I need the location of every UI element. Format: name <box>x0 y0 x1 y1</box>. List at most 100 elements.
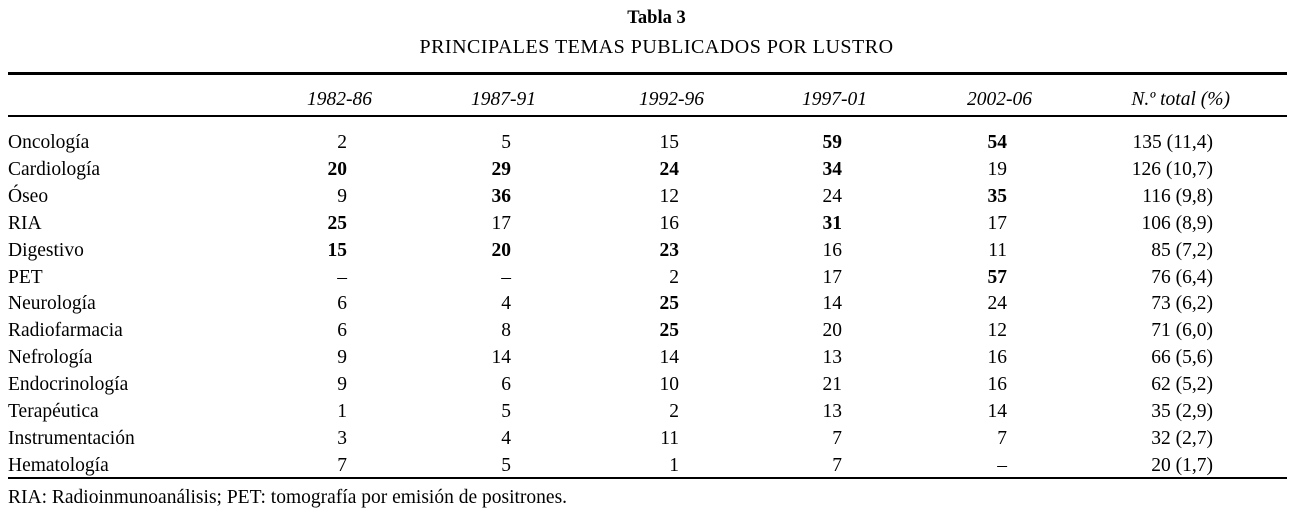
value-cell: 16 <box>659 212 680 234</box>
value-cell: 7 <box>832 454 842 476</box>
value-cell: 7 <box>997 427 1007 449</box>
value-cell: 14 <box>822 293 843 315</box>
row-label: Instrumentación <box>8 427 135 449</box>
table-caption: PRINCIPALES TEMAS PUBLICADOS POR LUSTRO <box>419 36 894 58</box>
value-cell: 24 <box>822 185 843 207</box>
row-label: Oncología <box>8 132 90 153</box>
value-cell: 5 <box>501 454 511 476</box>
value-cell: 2 <box>669 401 679 423</box>
total-cell: 62 (5,2) <box>1151 374 1213 396</box>
table-number-title: Tabla 3 <box>627 8 686 28</box>
value-cell: 36 <box>491 185 512 207</box>
table-row: PET – – 2 17 57 76 (6,4) <box>8 265 1287 292</box>
value-cell: 57 <box>987 266 1008 288</box>
value-cell: 17 <box>822 266 843 288</box>
column-header: N.º total (%) <box>1131 88 1230 110</box>
table-row: RIA 25 17 16 31 17 106 (8,9) <box>8 211 1287 238</box>
corner-cell <box>8 75 218 130</box>
table-row: Nefrología 9 14 14 13 16 66 (5,6) <box>8 345 1287 372</box>
value-cell: 5 <box>501 132 511 153</box>
table-row: Cardiología 20 29 24 34 19 126 (10,7) <box>8 157 1287 184</box>
value-cell: 14 <box>987 401 1008 423</box>
value-cell: 16 <box>987 374 1008 396</box>
row-label: Neurología <box>8 293 96 315</box>
row-label: Hematología <box>8 454 109 476</box>
value-cell: 12 <box>987 320 1008 342</box>
value-cell: 15 <box>327 239 348 261</box>
value-cell: 25 <box>659 293 680 315</box>
total-cell: 20 (1,7) <box>1151 454 1213 476</box>
header-row: 1982-86 1987-91 1992-96 1997-01 2002-06 N.º t… <box>8 75 1287 130</box>
column-header: 1982-86 <box>307 88 372 110</box>
value-cell: 23 <box>659 239 680 261</box>
value-cell: 9 <box>337 374 347 396</box>
value-cell: – <box>337 266 347 288</box>
value-cell: 25 <box>327 212 348 234</box>
total-cell: 116 (9,8) <box>1142 185 1213 207</box>
total-cell: 35 (2,9) <box>1151 401 1213 423</box>
value-cell: 4 <box>501 427 511 449</box>
table-body: Oncología 2 5 15 59 54 135 (11,4) Cardiología 20… <box>8 130 1287 480</box>
value-cell: 12 <box>659 185 680 207</box>
value-cell: 54 <box>987 132 1008 153</box>
value-cell: 17 <box>491 212 512 234</box>
value-cell: 6 <box>337 320 347 342</box>
value-cell: 11 <box>660 427 679 449</box>
table-row: Terapéutica 1 5 2 13 14 35 (2,9) <box>8 399 1287 426</box>
value-cell: 19 <box>987 158 1008 180</box>
value-cell: 9 <box>337 347 347 369</box>
table-row: Óseo 9 36 12 24 35 116 (9,8) <box>8 184 1287 211</box>
table-footnote: RIA: Radioinmunoanálisis; PET: tomografí… <box>8 487 568 508</box>
row-label: Terapéutica <box>8 401 99 423</box>
value-cell: 13 <box>822 401 843 423</box>
value-cell: 1 <box>669 454 679 476</box>
table-row: Digestivo 15 20 23 16 11 85 (7,2) <box>8 238 1287 265</box>
row-label: RIA <box>8 212 42 234</box>
total-cell: 71 (6,0) <box>1151 320 1213 342</box>
total-cell: 85 (7,2) <box>1151 239 1213 261</box>
total-cell: 135 (11,4) <box>1132 132 1213 153</box>
row-label: Radiofarmacia <box>8 320 123 342</box>
row-label: PET <box>8 266 43 288</box>
value-cell: 21 <box>822 374 843 396</box>
value-cell: 15 <box>659 132 680 153</box>
column-header: 1997-01 <box>802 88 867 110</box>
value-cell: 25 <box>659 320 680 342</box>
value-cell: 31 <box>822 212 843 234</box>
row-label: Cardiología <box>8 158 101 180</box>
top-rule <box>8 72 1287 75</box>
total-cell: 73 (6,2) <box>1151 293 1213 315</box>
value-cell: 20 <box>491 239 512 261</box>
table-row: Radiofarmacia 6 8 25 20 12 71 (6,0) <box>8 318 1287 345</box>
value-cell: 16 <box>987 347 1008 369</box>
table-row: Hematología 7 5 1 7 – 20 (1,7) <box>8 453 1287 480</box>
value-cell: 20 <box>327 158 348 180</box>
value-cell: 6 <box>337 293 347 315</box>
value-cell: 10 <box>659 374 680 396</box>
total-cell: 106 (8,9) <box>1141 212 1214 234</box>
value-cell: 29 <box>491 158 512 180</box>
value-cell: 4 <box>501 293 511 315</box>
value-cell: 7 <box>832 427 842 449</box>
value-cell: 34 <box>822 158 843 180</box>
table-row: Oncología 2 5 15 59 54 135 (11,4) <box>8 130 1287 157</box>
row-label: Óseo <box>8 185 49 207</box>
row-label: Endocrinología <box>8 374 129 396</box>
value-cell: 1 <box>337 401 347 423</box>
value-cell: 9 <box>337 185 347 207</box>
total-cell: 126 (10,7) <box>1131 158 1213 180</box>
row-label: Nefrología <box>8 347 93 369</box>
total-cell: 66 (5,6) <box>1151 347 1213 369</box>
column-header: 1992-96 <box>639 88 704 110</box>
value-cell: 17 <box>987 212 1008 234</box>
column-header: 1987-91 <box>471 88 536 110</box>
table-row: Neurología 6 4 25 14 24 73 (6,2) <box>8 291 1287 318</box>
value-cell: 14 <box>491 347 512 369</box>
data-table: 1982-86 1987-91 1992-96 1997-01 2002-06 N.º t… <box>8 75 1287 480</box>
value-cell: 11 <box>988 239 1007 261</box>
value-cell: 8 <box>501 320 511 342</box>
value-cell: 2 <box>669 266 679 288</box>
value-cell: 5 <box>501 401 511 423</box>
value-cell: 7 <box>337 454 347 476</box>
value-cell: 20 <box>822 320 843 342</box>
